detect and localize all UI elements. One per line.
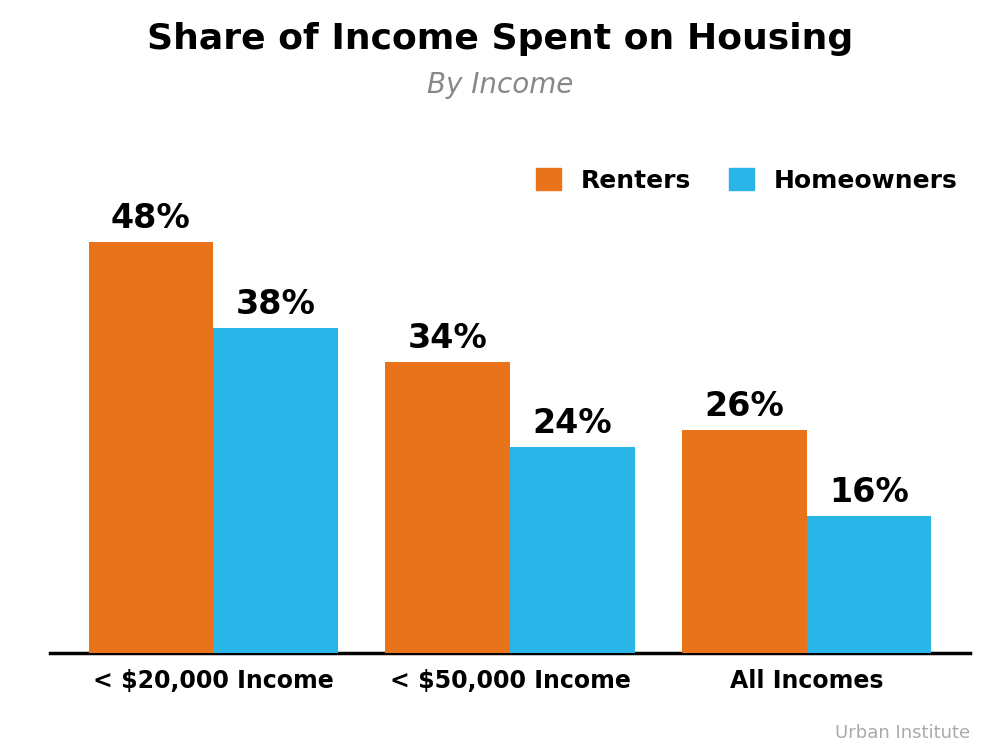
Bar <box>385 362 510 652</box>
Text: By Income: By Income <box>427 71 573 99</box>
Text: 38%: 38% <box>236 288 315 321</box>
Text: 26%: 26% <box>705 390 784 423</box>
Bar <box>682 430 807 652</box>
Text: Urban Institute: Urban Institute <box>835 724 970 742</box>
Text: 48%: 48% <box>111 202 191 236</box>
Bar <box>213 328 338 652</box>
Bar <box>89 242 213 652</box>
Text: 24%: 24% <box>533 407 612 440</box>
Bar <box>807 516 931 652</box>
Bar <box>510 447 635 652</box>
Text: 34%: 34% <box>408 322 488 355</box>
Text: 16%: 16% <box>829 476 909 508</box>
Legend: Renters, Homeowners: Renters, Homeowners <box>536 168 958 193</box>
Text: Share of Income Spent on Housing: Share of Income Spent on Housing <box>147 22 853 56</box>
